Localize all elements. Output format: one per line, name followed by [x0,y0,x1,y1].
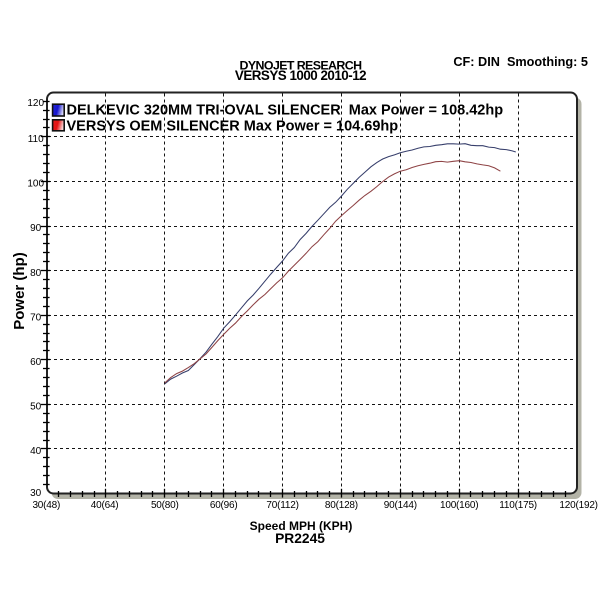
svg-text:60(96): 60(96) [210,500,238,511]
svg-text:80(128): 80(128) [325,500,358,511]
svg-text:80: 80 [30,268,42,279]
svg-text:VERSYS 1000 2010-12: VERSYS 1000 2010-12 [235,68,366,83]
svg-text:70: 70 [30,312,42,323]
svg-text:DYNOJET RESEARCH: DYNOJET RESEARCH [240,58,363,72]
svg-text:Speed MPH (KPH): Speed MPH (KPH) [250,519,353,533]
svg-text:PR2245: PR2245 [275,531,325,546]
svg-text:100: 100 [27,179,44,190]
svg-text:90: 90 [30,223,42,234]
svg-text:70(112): 70(112) [266,500,298,511]
svg-text:30: 30 [30,488,42,499]
svg-text:50: 50 [30,402,42,413]
svg-text:110: 110 [28,134,44,145]
svg-text:110(175): 110(175) [499,500,537,511]
svg-text:CF: DIN Smoothing: 5: CF: DIN Smoothing: 5 [453,55,588,69]
svg-text:30(48): 30(48) [32,500,60,511]
svg-text:40: 40 [30,446,42,457]
svg-text:VERSYS OEM SILENCER Max Power: VERSYS OEM SILENCER Max Power = 104.69hp [67,119,399,135]
svg-text:90(144): 90(144) [384,500,417,511]
svg-text:50(80): 50(80) [151,500,179,511]
svg-text:120: 120 [27,98,44,109]
svg-text:100(160): 100(160) [440,500,478,511]
svg-text:Power (hp): Power (hp) [11,252,28,330]
svg-text:40(64): 40(64) [91,500,119,511]
svg-text:120(192): 120(192) [559,500,597,511]
svg-text:DELKEVIC 320MM TRI-OVAL SILENC: DELKEVIC 320MM TRI-OVAL SILENCER Max Pow… [67,103,504,119]
svg-text:60: 60 [30,357,42,368]
